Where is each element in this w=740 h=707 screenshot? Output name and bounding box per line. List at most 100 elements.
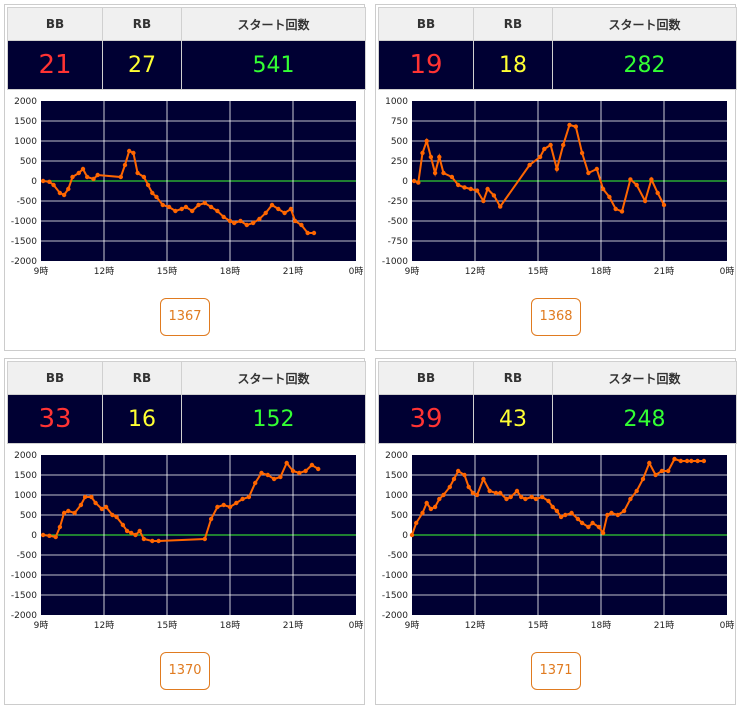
data-point: [573, 124, 578, 129]
data-point: [613, 206, 618, 212]
data-point: [621, 508, 627, 514]
data-point: [202, 200, 207, 206]
start-value: 282: [552, 40, 737, 90]
data-point: [154, 194, 159, 200]
data-point: [554, 508, 560, 514]
data-point: [619, 209, 625, 214]
data-point: [481, 198, 486, 204]
data-point: [466, 484, 471, 490]
data-point: [190, 208, 195, 214]
stats-table: BB RB スタート回数 19 18 282: [378, 7, 737, 90]
data-point: [579, 520, 585, 526]
data-point: [303, 468, 308, 474]
data-point: [615, 512, 620, 518]
data-point: [292, 218, 298, 224]
data-point: [540, 494, 545, 500]
data-point: [196, 202, 201, 208]
data-point: [607, 194, 612, 200]
data-point: [420, 150, 425, 156]
start-header: スタート回数: [552, 361, 737, 395]
data-point: [80, 166, 86, 172]
rb-value: 16: [102, 394, 182, 444]
data-point: [166, 204, 172, 210]
data-point: [498, 204, 503, 209]
y-tick-label: 0: [402, 177, 408, 187]
x-tick-label: 21時: [654, 266, 674, 277]
rb-header: RB: [473, 7, 553, 41]
data-point: [141, 174, 147, 180]
data-point: [244, 222, 249, 228]
data-point: [150, 190, 155, 196]
data-point: [649, 177, 654, 182]
data-point: [628, 496, 633, 502]
y-tick-label: -1000: [382, 257, 408, 267]
data-point: [72, 510, 77, 516]
data-point: [546, 498, 551, 504]
data-point: [437, 496, 442, 502]
data-point: [659, 468, 665, 474]
data-point: [519, 494, 524, 500]
data-point: [609, 510, 614, 516]
machine-number-button[interactable]: 1371: [531, 652, 581, 690]
bb-value: 21: [7, 40, 103, 90]
machine-panel-1367: BB RB スタート回数 21 27 541 2000 1500 1000 500 0 -500 -10…: [4, 4, 366, 351]
data-point: [508, 494, 513, 500]
data-point: [449, 174, 455, 180]
rb-value: 43: [473, 394, 553, 444]
stats-table: BB RB スタート回数 21 27 541: [7, 7, 366, 90]
machine-panel-1368: BB RB スタート回数 19 18 282 1000 750 500 250 0 -250 -500 -…: [375, 4, 737, 351]
data-point: [596, 524, 602, 530]
x-tick-label: 15時: [157, 620, 177, 631]
data-point: [462, 472, 467, 478]
data-point: [647, 460, 652, 466]
data-point: [416, 180, 421, 185]
data-point: [297, 470, 302, 476]
y-tick-label: -2000: [11, 611, 37, 621]
data-point: [424, 500, 429, 506]
data-point: [110, 512, 115, 518]
y-tick-label: -250: [388, 197, 409, 207]
data-point: [61, 192, 67, 198]
data-point: [269, 202, 275, 208]
machine-number-button[interactable]: 1368: [531, 298, 581, 336]
bb-header: BB: [378, 7, 474, 41]
y-tick-label: -1500: [11, 591, 37, 601]
data-point: [563, 512, 568, 518]
x-tick-label: 9時: [405, 266, 420, 277]
y-tick-label: -500: [17, 197, 38, 207]
data-point: [61, 510, 67, 516]
data-point: [701, 458, 707, 464]
data-point: [95, 172, 100, 178]
data-point: [215, 504, 220, 510]
data-point: [428, 154, 434, 160]
data-point: [666, 468, 671, 474]
x-tick-label: 18時: [220, 266, 240, 277]
data-point: [208, 204, 214, 210]
data-point: [124, 528, 130, 534]
data-point: [118, 174, 124, 180]
data-point: [447, 484, 452, 490]
x-tick-label: 21時: [283, 266, 303, 277]
start-value: 152: [181, 394, 366, 444]
machine-number-button[interactable]: 1367: [160, 298, 210, 336]
data-point: [558, 514, 564, 520]
data-point: [409, 532, 415, 538]
x-tick-label: 0時: [720, 266, 735, 277]
bb-value: 39: [378, 394, 474, 444]
y-tick-label: 1500: [14, 471, 37, 481]
data-point: [246, 494, 252, 500]
data-point: [498, 490, 503, 496]
data-point: [600, 186, 606, 192]
x-tick-label: 15時: [528, 266, 548, 277]
data-point: [672, 456, 677, 462]
data-point: [173, 208, 178, 214]
data-point: [533, 496, 539, 502]
y-tick-label: -500: [388, 217, 409, 227]
y-tick-label: 0: [31, 531, 37, 541]
data-point: [514, 488, 520, 494]
data-point: [640, 476, 646, 482]
data-point: [57, 524, 63, 530]
machine-number-button[interactable]: 1370: [160, 652, 210, 690]
data-point: [567, 122, 572, 128]
y-tick-label: 750: [391, 117, 408, 127]
